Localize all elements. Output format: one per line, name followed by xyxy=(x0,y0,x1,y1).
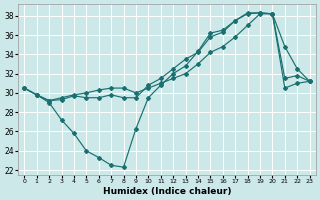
X-axis label: Humidex (Indice chaleur): Humidex (Indice chaleur) xyxy=(103,187,231,196)
